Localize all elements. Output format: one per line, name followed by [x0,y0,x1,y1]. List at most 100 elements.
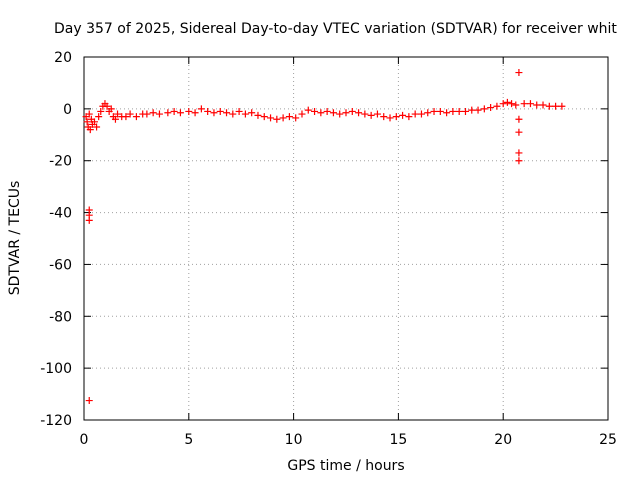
data-point [241,110,249,118]
data-point [386,114,394,122]
data-point [405,113,413,121]
data-point [348,107,356,115]
data-point [185,107,193,115]
data-point [399,111,407,119]
y-tick-label: -20 [49,154,72,170]
plot-frame [83,56,609,421]
data-point [97,107,105,115]
data-point [95,113,103,121]
data-point [474,106,482,114]
data-point [90,118,98,126]
data-point [487,104,495,112]
data-point [279,114,287,122]
data-point [103,102,111,110]
data-point [111,115,119,123]
x-tick-label: 15 [389,432,407,448]
outlier-point [515,69,523,77]
y-tick-label: -40 [49,206,72,222]
data-point [503,98,511,106]
data-point [417,110,425,118]
data-point [508,100,516,108]
data-point [235,107,243,115]
x-tick-label: 0 [80,432,89,448]
data-point [248,109,256,117]
data-point [93,123,101,131]
data-point [223,109,231,117]
data-point [468,106,476,114]
data-point [204,107,212,115]
data-point [449,107,457,115]
data-point [367,111,375,119]
data-point [149,109,157,117]
data-point [216,107,224,115]
data-point [176,109,184,117]
data-point [311,107,319,115]
data-point [373,110,381,118]
outlier-point [515,149,523,157]
data-point [411,110,419,118]
y-axis-label: SDTVAR / TECUs [7,181,23,296]
data-point [83,118,91,126]
data-point [539,101,547,109]
data-point [512,101,520,109]
data-point [493,102,501,110]
data-point [273,115,281,123]
data-point [229,110,237,118]
y-tick-label: -60 [49,257,72,273]
data-point [267,114,275,122]
chart-title: Day 357 of 2025, Sidereal Day-to-day VTE… [54,21,617,37]
outlier-point [515,128,523,136]
data-point [380,113,388,121]
data-point [430,107,438,115]
data-point [155,110,163,118]
data-point [436,107,444,115]
y-tick-label: -100 [40,361,72,377]
data-point [254,111,262,119]
x-axis-label: GPS time / hours [287,458,404,474]
data-point [191,109,199,117]
data-point [355,109,363,117]
data-point [323,107,331,115]
x-tick-label: 20 [494,432,512,448]
data-point [126,110,134,118]
data-point [107,105,115,113]
y-tick-label: -120 [40,413,72,429]
data-point [480,105,488,113]
data-point [292,114,300,122]
data-point [164,109,172,117]
outlier-point [85,397,93,405]
data-point [455,107,463,115]
data-point [336,110,344,118]
outlier-point [85,216,93,224]
data-point [132,113,140,121]
data-points [82,69,566,405]
outlier-point [515,157,523,165]
data-point [342,109,350,117]
data-point [499,100,507,108]
x-tick-label: 25 [599,432,617,448]
y-tick-label: 0 [63,102,72,118]
data-point [392,113,400,121]
data-point [526,100,534,108]
data-point [317,109,325,117]
data-point [461,107,469,115]
data-point [114,110,122,118]
outlier-point [515,115,523,123]
data-point [197,105,205,113]
data-point [285,113,293,121]
data-point [143,110,151,118]
data-point [361,110,369,118]
data-point [533,101,541,109]
data-point [520,100,528,108]
y-tick-label: -80 [49,309,72,325]
data-point [85,110,93,118]
data-point [424,109,432,117]
data-point [329,109,337,117]
data-point [552,102,560,110]
data-point [122,113,130,121]
x-tick-label: 5 [184,432,193,448]
data-point [260,113,268,121]
data-point [545,102,553,110]
data-point [443,109,451,117]
